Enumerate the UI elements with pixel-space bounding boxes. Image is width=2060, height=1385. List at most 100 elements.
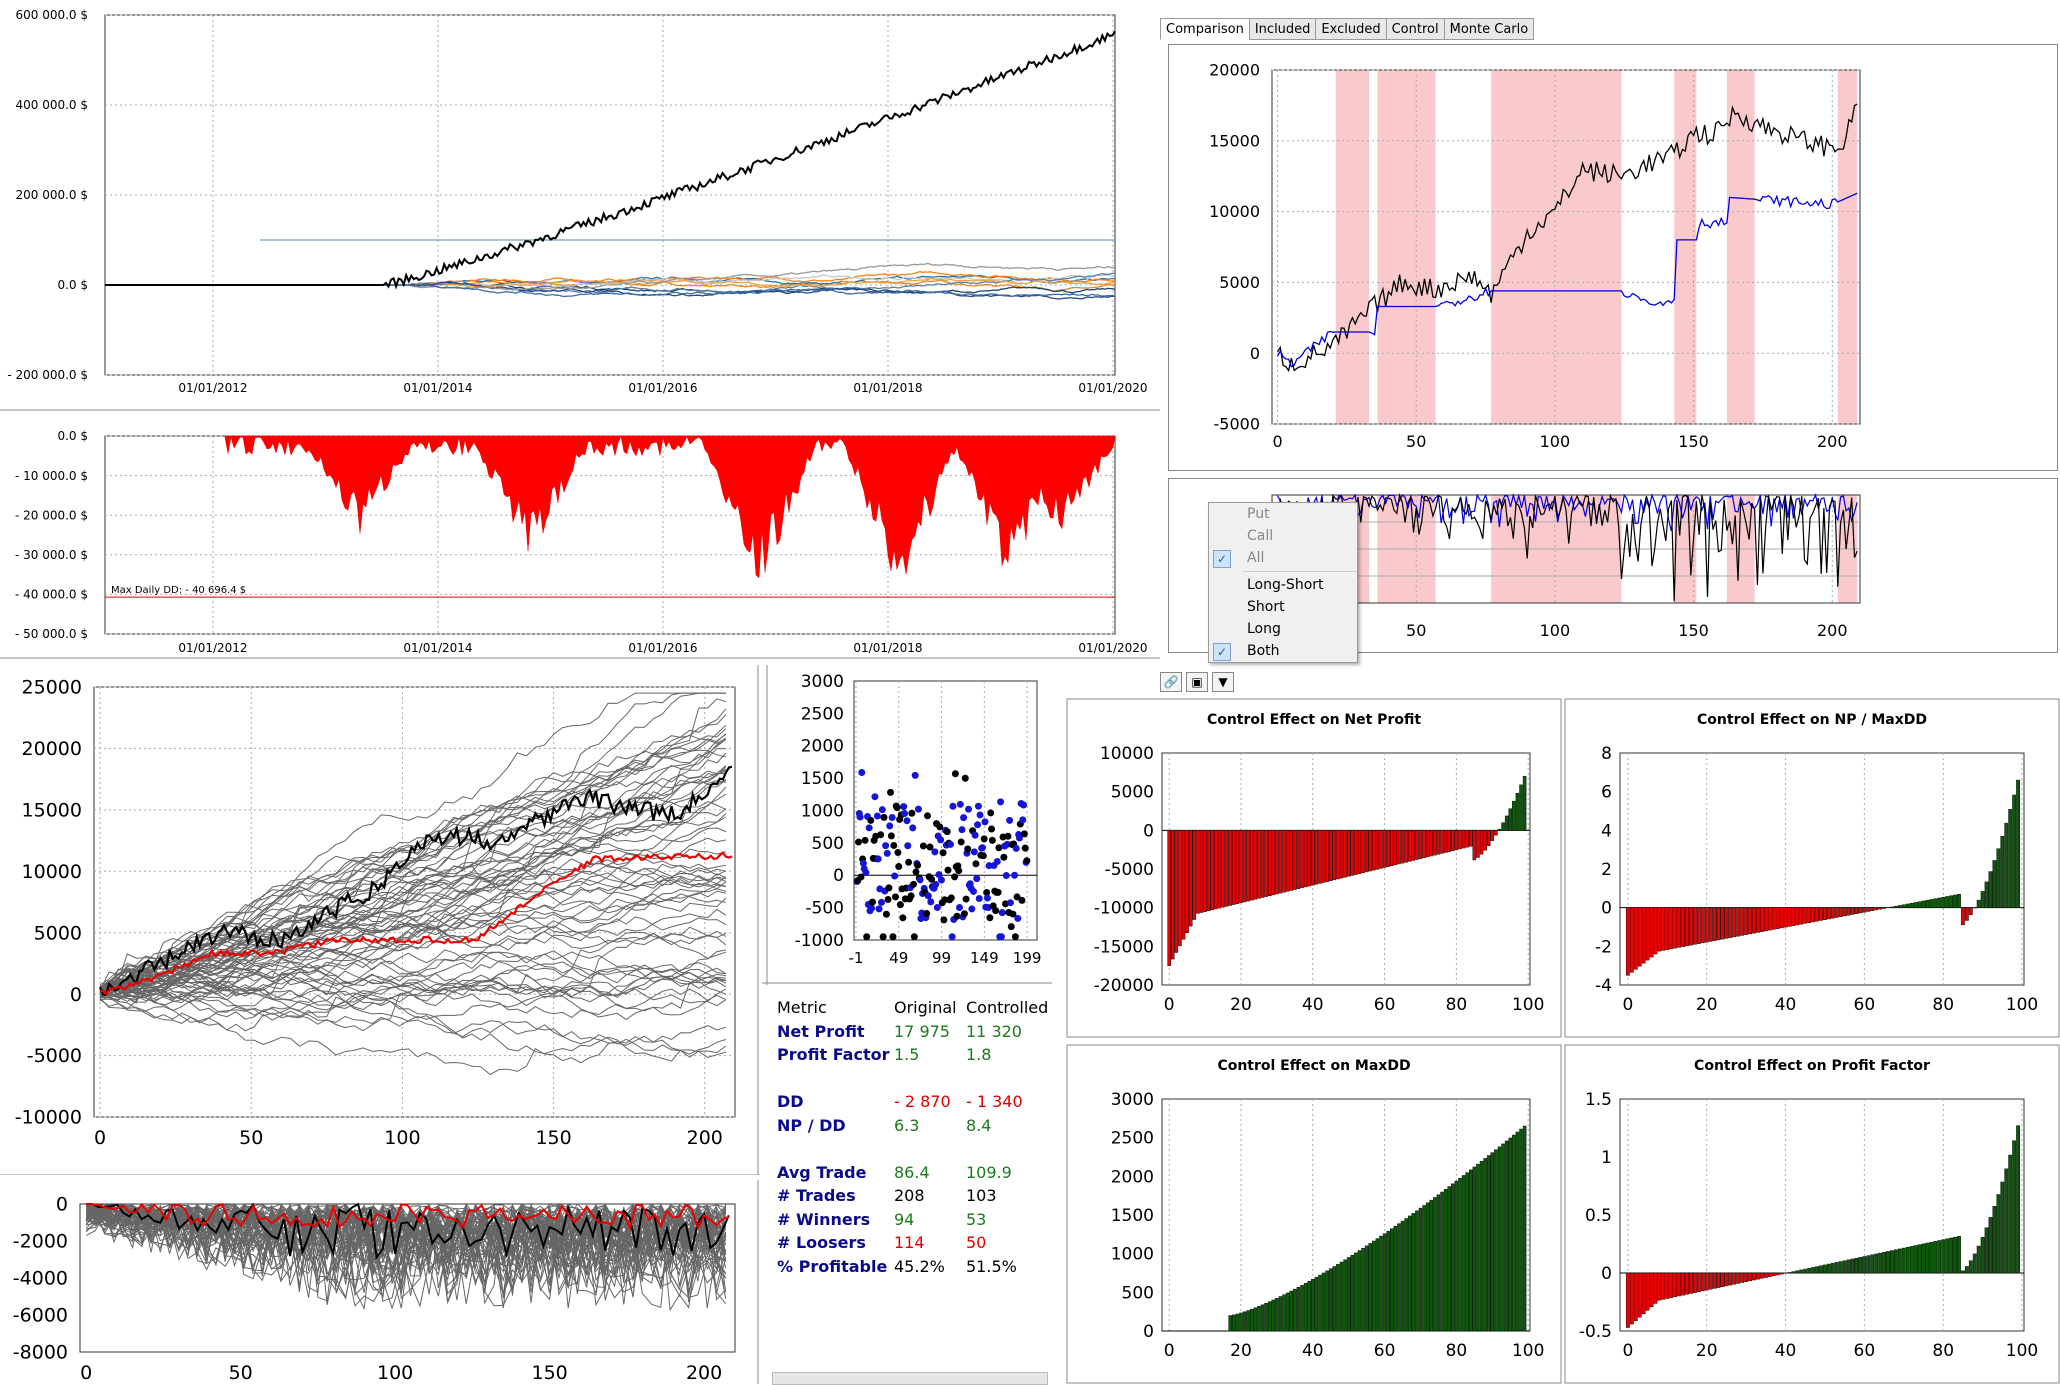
bar: [1369, 830, 1372, 871]
menu-item-call[interactable]: Call: [1209, 525, 1357, 547]
bar: [1918, 1245, 1921, 1273]
bar: [1630, 1273, 1633, 1324]
bar: [2005, 1169, 2008, 1273]
x-tick-label: 40: [1775, 1341, 1797, 1361]
tab-excluded[interactable]: Excluded: [1315, 18, 1386, 40]
scatter-point: [972, 860, 979, 867]
bar: [1387, 830, 1390, 866]
scatter-point: [925, 892, 932, 899]
bar: [1827, 908, 1830, 919]
bar: [1831, 1263, 1834, 1273]
scatter-point: [879, 806, 886, 813]
x-tick-label: 100: [2006, 995, 2038, 1015]
metric-label: # Trades: [777, 1184, 856, 1208]
bar: [1851, 1259, 1854, 1273]
bar: [1654, 908, 1657, 954]
tab-control[interactable]: Control: [1386, 18, 1445, 40]
metrics-scrollbar[interactable]: [772, 1372, 1048, 1385]
menu-item-long-short[interactable]: Long-Short: [1209, 574, 1357, 596]
scatter-point: [999, 909, 1006, 916]
metric-original-value: - 2 870: [894, 1090, 951, 1114]
bar: [1878, 1253, 1881, 1273]
control-profit-factor-chart: Control Effect on Profit Factor1.510.50-…: [1564, 1044, 2060, 1384]
bar: [1455, 1181, 1458, 1331]
y-tick-label: 1000: [801, 801, 844, 821]
bar: [1476, 1164, 1479, 1331]
bar: [1650, 1273, 1653, 1307]
bar: [1437, 1195, 1440, 1331]
bar: [1670, 1273, 1673, 1298]
y-tick-label: 500: [1122, 1283, 1154, 1303]
bar: [1705, 908, 1708, 942]
tab-monte-carlo[interactable]: Monte Carlo: [1444, 18, 1535, 40]
bar: [1175, 830, 1178, 952]
scatter-point: [971, 848, 978, 855]
menu-item-both[interactable]: ✓Both: [1209, 640, 1357, 662]
y-tick-label: 6: [1601, 783, 1612, 803]
bar: [1867, 1256, 1870, 1273]
y-tick-label: 400 000.0 $: [15, 98, 88, 112]
menu-item-put[interactable]: Put: [1209, 503, 1357, 525]
scatter-point: [914, 862, 921, 869]
menu-item-short[interactable]: Short: [1209, 596, 1357, 618]
scatter-point: [867, 817, 874, 824]
y-tick-label: 3000: [1111, 1090, 1154, 1110]
bar: [1211, 830, 1214, 910]
y-tick-label: -1000: [795, 931, 844, 951]
metric-original-value: 86.4: [894, 1161, 930, 1185]
scatter-point: [912, 772, 919, 779]
scatter-point: [964, 845, 971, 852]
metric-label: # Loosers: [777, 1231, 866, 1255]
metric-controlled-value: 11 320: [966, 1020, 1022, 1044]
bar: [1942, 897, 1945, 907]
bar: [1804, 1269, 1807, 1273]
scatter-point: [977, 811, 984, 818]
bar: [1254, 1308, 1257, 1331]
scatter-point: [979, 844, 986, 851]
x-tick-label: 40: [1302, 995, 1324, 1015]
bar: [1890, 1251, 1893, 1273]
menu-item-all[interactable]: ✓All: [1209, 547, 1357, 569]
metric-controlled-value: 51.5%: [966, 1255, 1017, 1279]
x-tick-label: 80: [1932, 995, 1954, 1015]
bar: [1326, 830, 1329, 881]
tab-comparison[interactable]: Comparison: [1160, 18, 1250, 40]
bar: [1329, 1269, 1332, 1331]
bar: [1898, 905, 1901, 907]
x-tick-label: 60: [1854, 1341, 1876, 1361]
filter-icon[interactable]: ▼: [1212, 672, 1234, 692]
bar: [1788, 1272, 1791, 1273]
y-tick-label: 5000: [1111, 783, 1154, 803]
x-tick-label: 100: [384, 1127, 420, 1149]
panel-border: [1565, 1045, 2059, 1383]
bar: [1989, 872, 1992, 908]
x-tick-label: 150: [1678, 432, 1709, 451]
menu-item-long[interactable]: Long: [1209, 618, 1357, 640]
bar: [1300, 830, 1303, 887]
bar: [1677, 908, 1680, 948]
bar: [1458, 830, 1461, 849]
x-tick-label: 0: [1622, 1341, 1633, 1361]
bar: [1193, 830, 1196, 919]
drawdown-chart: 0.0 $- 10 000.0 $- 20 000.0 $- 30 000.0 …: [0, 420, 1160, 660]
metric-original-value: 1.5: [894, 1043, 919, 1067]
y-tick-label: 0: [1255, 478, 1264, 482]
bar: [1401, 830, 1404, 863]
x-tick-label: 50: [239, 1127, 263, 1149]
bar: [1981, 891, 1984, 907]
scatter-point: [868, 905, 875, 912]
scatter-point: [984, 894, 991, 901]
bar: [1293, 830, 1296, 889]
link-icon[interactable]: 🔗: [1160, 672, 1182, 692]
chart-title: Control Effect on NP / MaxDD: [1697, 712, 1927, 728]
bar: [1491, 1153, 1494, 1331]
bar: [1914, 902, 1917, 907]
bar: [1934, 1241, 1937, 1273]
bar: [1397, 1224, 1400, 1331]
copy-icon[interactable]: ▣: [1186, 672, 1208, 692]
bar: [1196, 830, 1199, 913]
tab-included[interactable]: Included: [1249, 18, 1317, 40]
